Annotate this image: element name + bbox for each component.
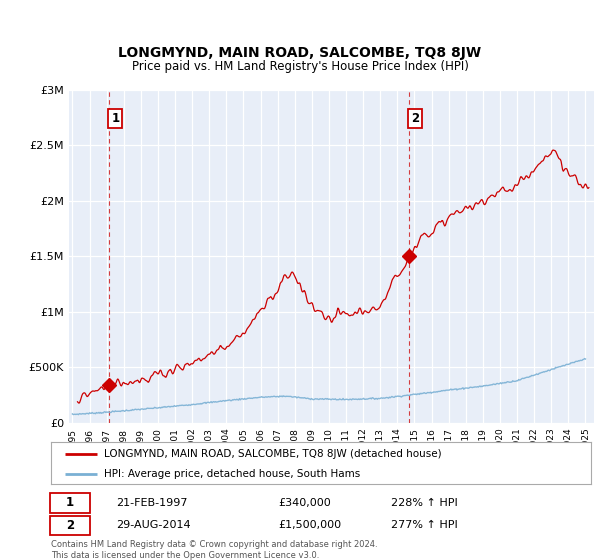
- Text: £1,500,000: £1,500,000: [278, 520, 341, 530]
- Text: HPI: Average price, detached house, South Hams: HPI: Average price, detached house, Sout…: [104, 469, 360, 479]
- Text: £340,000: £340,000: [278, 498, 331, 508]
- Text: 1: 1: [112, 112, 119, 125]
- Text: LONGMYND, MAIN ROAD, SALCOMBE, TQ8 8JW: LONGMYND, MAIN ROAD, SALCOMBE, TQ8 8JW: [118, 46, 482, 60]
- Text: Contains HM Land Registry data © Crown copyright and database right 2024.
This d: Contains HM Land Registry data © Crown c…: [51, 540, 377, 559]
- Text: 2: 2: [411, 112, 419, 125]
- Text: 21-FEB-1997: 21-FEB-1997: [116, 498, 187, 508]
- Text: 2: 2: [66, 519, 74, 532]
- Text: LONGMYND, MAIN ROAD, SALCOMBE, TQ8 8JW (detached house): LONGMYND, MAIN ROAD, SALCOMBE, TQ8 8JW (…: [104, 449, 442, 459]
- Text: Price paid vs. HM Land Registry's House Price Index (HPI): Price paid vs. HM Land Registry's House …: [131, 59, 469, 73]
- FancyBboxPatch shape: [50, 493, 91, 512]
- Text: 277% ↑ HPI: 277% ↑ HPI: [391, 520, 458, 530]
- FancyBboxPatch shape: [50, 516, 91, 535]
- Text: 1: 1: [66, 496, 74, 510]
- Text: 29-AUG-2014: 29-AUG-2014: [116, 520, 190, 530]
- Text: 228% ↑ HPI: 228% ↑ HPI: [391, 498, 458, 508]
